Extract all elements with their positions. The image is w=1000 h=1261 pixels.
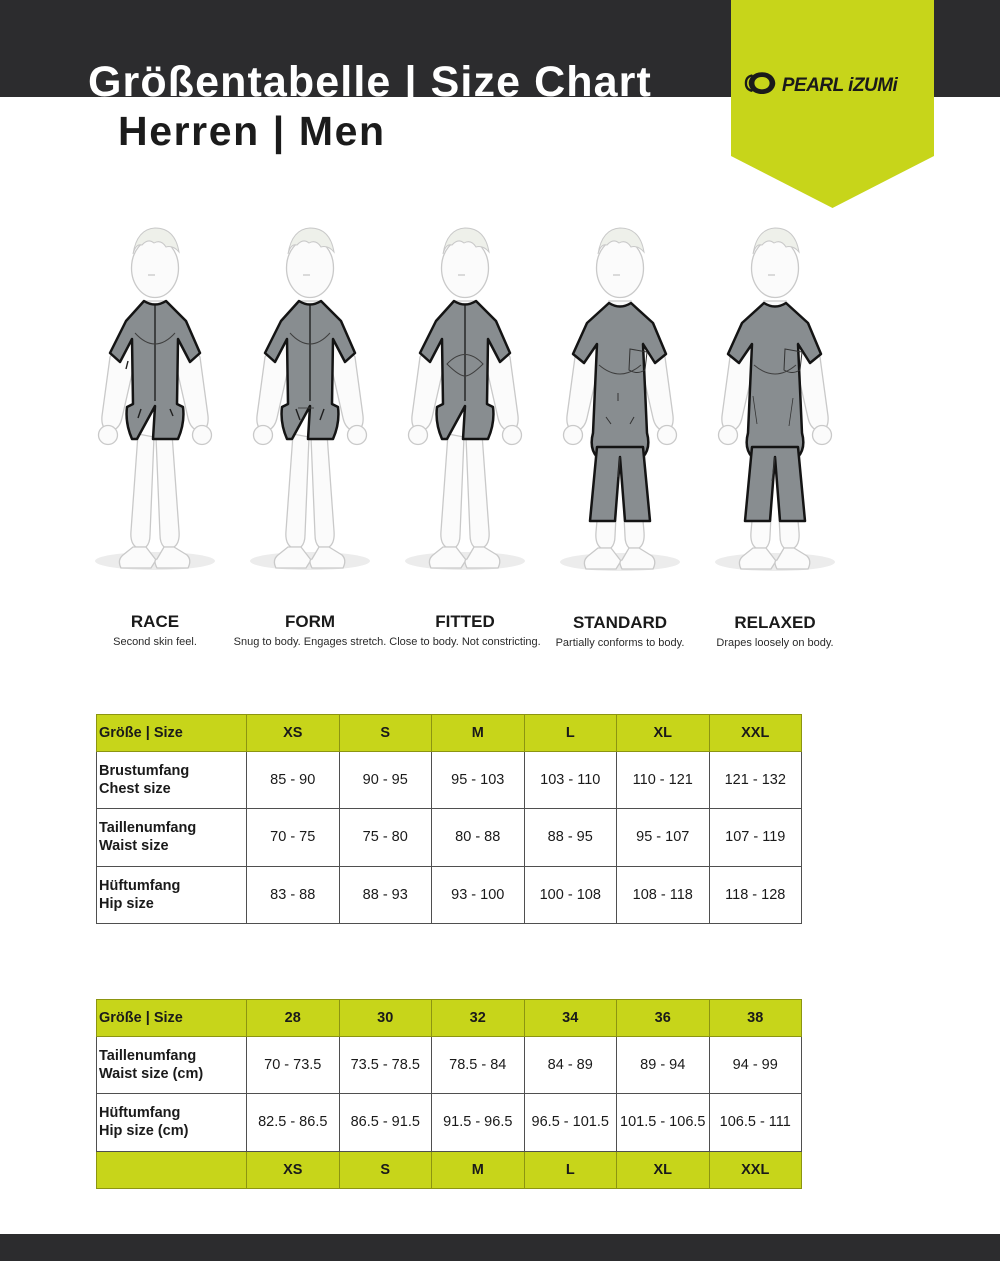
- svg-text:Drapes loosely on body.: Drapes loosely on body.: [716, 637, 833, 649]
- svg-text:RELAXED: RELAXED: [734, 613, 815, 632]
- svg-text:Snug to body. Engages stretch.: Snug to body. Engages stretch.: [234, 636, 387, 648]
- svg-text:PEARL iZUMi: PEARL iZUMi: [782, 75, 899, 96]
- svg-text:Second skin feel.: Second skin feel.: [113, 636, 197, 648]
- svg-text:STANDARD: STANDARD: [573, 613, 667, 632]
- svg-text:FORM: FORM: [285, 612, 335, 631]
- svg-text:Close to body. Not constrictin: Close to body. Not constricting.: [389, 636, 540, 648]
- svg-text:RACE: RACE: [131, 612, 179, 631]
- svg-text:FITTED: FITTED: [435, 612, 495, 631]
- svg-text:Partially conforms to body.: Partially conforms to body.: [556, 637, 685, 649]
